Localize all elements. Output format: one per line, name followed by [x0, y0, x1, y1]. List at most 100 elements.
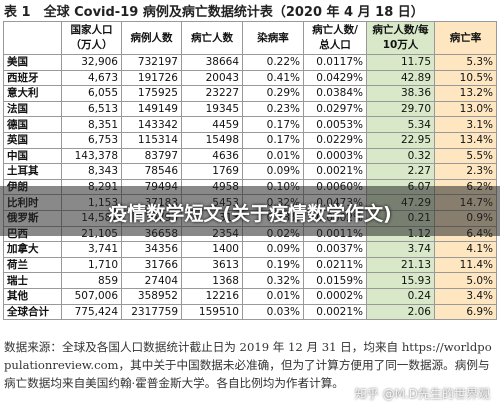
table-cell: 6.9%	[434, 303, 497, 321]
row-header: 全球合计	[3, 303, 62, 321]
table-cell: 31766	[121, 256, 182, 274]
table-cell: 0.01%	[242, 287, 304, 305]
table-cell: 23227	[181, 85, 243, 102]
table-cell: 3.74	[366, 241, 435, 258]
table-cell: 19345	[181, 100, 243, 118]
table-cell: 22.95	[366, 131, 435, 149]
table-row: 土耳其 8,343 78546 1769 0.09% 0.0021% 2.27 2.3%	[3, 163, 497, 180]
row-header: 其他	[3, 287, 62, 305]
column-header: 染病率	[242, 21, 304, 55]
table-cell: 175925	[121, 85, 182, 102]
table-cell: 83797	[121, 147, 182, 165]
table-cell: 2.06	[366, 303, 435, 321]
row-header: 瑞士	[3, 272, 62, 289]
table-cell: 4636	[181, 147, 243, 165]
table-row: 美国 32,906 732197 38664 0.22% 0.0117% 11.75 5.3%	[3, 54, 497, 71]
table-row: 中国 143,378 83797 4636 0.01% 0.0003% 0.32 5.5%	[3, 147, 497, 165]
table-cell: 3.1%	[434, 116, 497, 133]
table-cell: 1,710	[61, 256, 122, 274]
table-cell: 0.32%	[242, 272, 304, 289]
table-cell: 507,006	[61, 287, 122, 305]
row-header: 荷兰	[3, 256, 62, 274]
table-cell: 6,753	[61, 131, 122, 149]
table-cell: 3,741	[61, 241, 122, 258]
table-cell: 15.93	[366, 272, 435, 289]
table-cell: 0.0037%	[303, 241, 367, 258]
table-cell: 3.4%	[434, 287, 497, 305]
table-cell: 0.17%	[242, 131, 304, 149]
table-cell: 0.03%	[242, 303, 304, 321]
table-cell: 12216	[181, 287, 243, 305]
row-header: 德国	[3, 116, 62, 133]
table-cell: 5.0%	[434, 272, 497, 289]
table-cell: 0.0002%	[303, 287, 367, 305]
table-cell: 13.4%	[434, 131, 497, 149]
table-row: 其他 507,006 358952 12216 0.01% 0.0002% 0.24 3.4%	[3, 287, 497, 305]
column-header: 病亡人数	[181, 21, 243, 55]
row-header: 意大利	[3, 85, 62, 102]
table-cell: 2317759	[121, 303, 182, 321]
table-cell: 6,513	[61, 100, 122, 118]
table-cell: 0.01%	[242, 147, 304, 165]
table-cell: 34356	[121, 241, 182, 258]
column-header: 病例人数	[121, 21, 182, 55]
table-cell: 8,351	[61, 116, 122, 133]
table-cell: 143,378	[61, 147, 122, 165]
column-header: 病亡率	[434, 21, 497, 55]
table-cell: 0.19%	[242, 256, 304, 274]
table-cell: 0.22%	[242, 54, 304, 71]
table-cell: 0.0021%	[303, 303, 367, 321]
table-cell: 191726	[121, 69, 182, 87]
table-cell: 78546	[121, 163, 182, 180]
table-cell: 159510	[181, 303, 243, 321]
table-cell: 8,343	[61, 163, 122, 180]
table-cell: 5.3%	[434, 54, 497, 71]
table-row: 全球合计 775,424 2317759 159510 0.03% 0.0021% 2.06…	[3, 303, 497, 321]
table-row: 荷兰 1,710 31766 3613 0.19% 0.0211% 21.13 11.4%	[3, 256, 497, 274]
overlay-banner	[0, 186, 500, 236]
table-cell: 0.0117%	[303, 54, 367, 71]
table-cell: 32,906	[61, 54, 122, 71]
table-cell: 4459	[181, 116, 243, 133]
table-cell: 0.0384%	[303, 85, 367, 102]
table-cell: 115314	[121, 131, 182, 149]
table-cell: 0.0053%	[303, 116, 367, 133]
table-cell: 0.29%	[242, 85, 304, 102]
table-cell: 11.75	[366, 54, 435, 71]
table-row: 瑞士 859 27404 1368 0.32% 0.0159% 15.93 5.0%	[3, 272, 497, 289]
table-cell: 2.27	[366, 163, 435, 180]
table-title: 表 1 全球 Covid-19 病例及病亡数据统计表（2020 年 4 月 18…	[4, 5, 424, 20]
table-cell: 859	[61, 272, 122, 289]
table-cell: 27404	[121, 272, 182, 289]
table-cell: 11.4%	[434, 256, 497, 274]
table-cell: 6,055	[61, 85, 122, 102]
row-header: 中国	[3, 147, 62, 165]
table-cell: 0.09%	[242, 241, 304, 258]
table-cell: 1400	[181, 241, 243, 258]
table-cell: 10.5%	[434, 69, 497, 87]
header-row: 国家人口（万人） 病例人数 病亡人数 染病率 病亡人数/总人口 病亡人数/每10万人 病亡率	[3, 21, 497, 55]
corner-cell	[3, 21, 62, 55]
table-cell: 38.36	[366, 85, 435, 102]
table-row: 英国 6,753 115314 15498 0.17% 0.0229% 22.95 13.4%	[3, 131, 497, 149]
banner-text: 疫情数学短文(关于疫情数学作文)	[108, 203, 392, 225]
table-row: 法国 6,513 149149 19345 0.23% 0.0297% 29.70 13.0%	[3, 100, 497, 118]
table-cell: 21.13	[366, 256, 435, 274]
table-cell: 0.23%	[242, 100, 304, 118]
watermark: 知乎 @M.D先生的世界观	[354, 387, 490, 401]
column-header: 病亡人数/每10万人	[366, 21, 435, 55]
table-cell: 0.0159%	[303, 272, 367, 289]
table-cell: 0.32	[366, 147, 435, 165]
table-cell: 1368	[181, 272, 243, 289]
table-cell: 0.09%	[242, 163, 304, 180]
table-cell: 4,673	[61, 69, 122, 87]
table-cell: 20043	[181, 69, 243, 87]
table-cell: 149149	[121, 100, 182, 118]
table-cell: 0.0211%	[303, 256, 367, 274]
row-header: 西班牙	[3, 69, 62, 87]
row-header: 法国	[3, 100, 62, 118]
table-cell: 5.34	[366, 116, 435, 133]
table-cell: 42.89	[366, 69, 435, 87]
table-cell: 1769	[181, 163, 243, 180]
